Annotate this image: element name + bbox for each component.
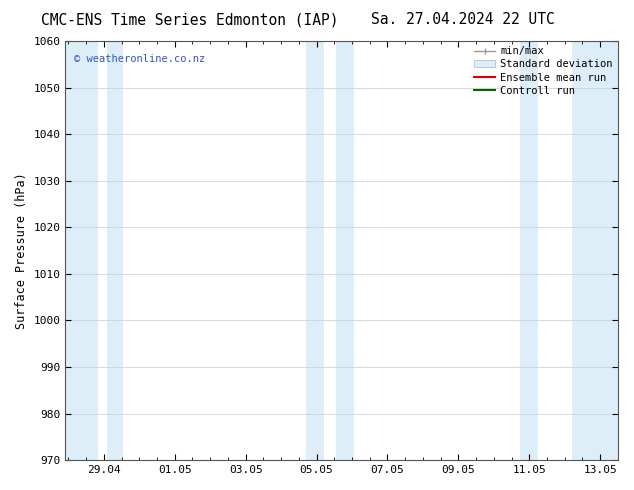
- Bar: [572, 41, 618, 460]
- Bar: [336, 41, 354, 460]
- Legend: min/max, Standard deviation, Ensemble mean run, Controll run: min/max, Standard deviation, Ensemble me…: [474, 46, 612, 96]
- Bar: [107, 41, 123, 460]
- Text: CMC-ENS Time Series Edmonton (IAP): CMC-ENS Time Series Edmonton (IAP): [41, 12, 339, 27]
- Y-axis label: Surface Pressure (hPa): Surface Pressure (hPa): [15, 172, 28, 329]
- Text: © weatheronline.co.nz: © weatheronline.co.nz: [74, 53, 205, 64]
- Bar: [521, 41, 538, 460]
- Text: Sa. 27.04.2024 22 UTC: Sa. 27.04.2024 22 UTC: [371, 12, 555, 27]
- Bar: [65, 41, 98, 460]
- Bar: [306, 41, 323, 460]
